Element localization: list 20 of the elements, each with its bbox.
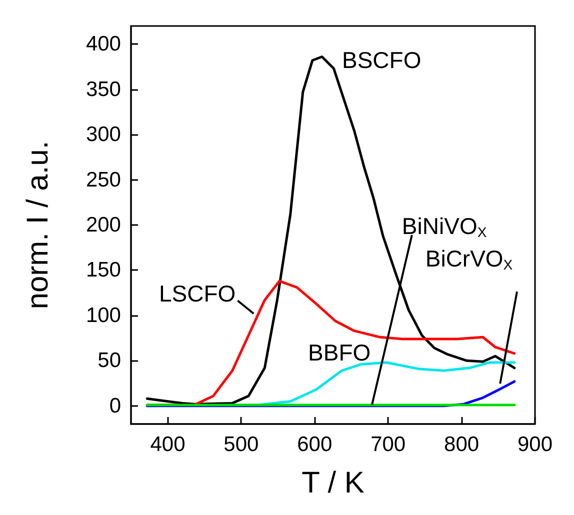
x-axis-title: T / K	[302, 466, 364, 500]
y-tick-label: 300	[86, 123, 121, 146]
y-axis-title: norm. I / a.u.	[22, 140, 54, 310]
y-tick-label: 0	[109, 394, 121, 418]
y-tick-label: 100	[86, 304, 121, 327]
y-tick-label: 400	[86, 32, 121, 56]
x-tick-label: 700	[370, 433, 406, 456]
x-tick-label: 800	[444, 433, 480, 456]
y-tick-label: 350	[86, 78, 121, 101]
x-tick-label: 600	[297, 433, 332, 456]
x-tick-label: 900	[517, 433, 553, 456]
y-tick-label: 150	[86, 258, 121, 282]
annotation: BSCFO	[342, 46, 422, 73]
annotation: LSCFO	[158, 280, 236, 307]
y-tick-label: 200	[86, 214, 121, 236]
y-tick-label: 250	[86, 168, 121, 192]
x-tick-label: 400	[150, 433, 186, 456]
x-tick-label: 500	[224, 433, 259, 456]
annotation: BBFO	[308, 340, 371, 366]
y-tick-label: 50	[98, 349, 121, 372]
